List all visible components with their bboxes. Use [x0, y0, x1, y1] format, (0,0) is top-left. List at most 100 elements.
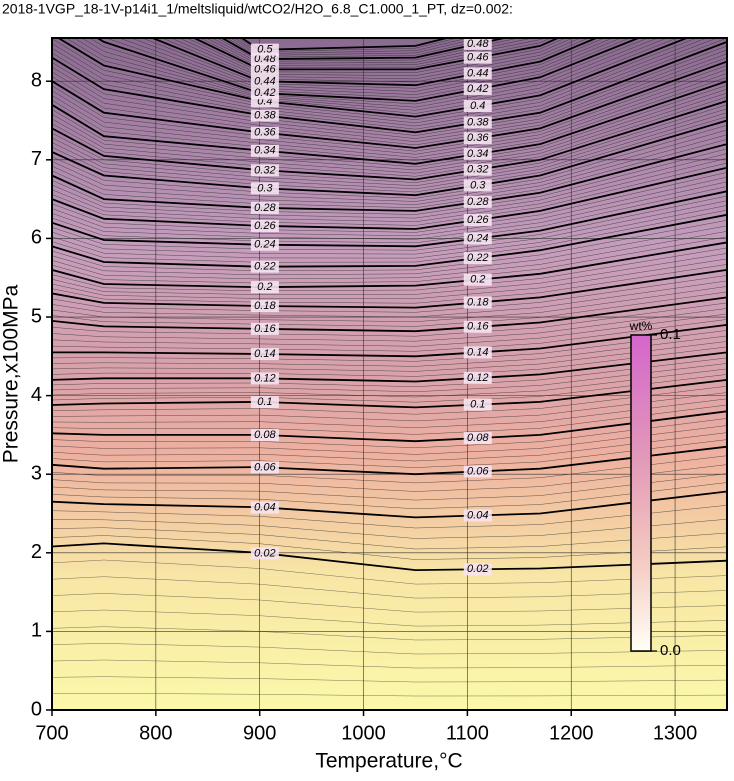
colorbar-tick-label: 0.0 — [660, 642, 681, 659]
contour-label-bg — [463, 273, 492, 286]
contour-label-bg — [250, 372, 279, 385]
contour-label-bg — [250, 75, 279, 88]
minor-contour — [52, 576, 727, 599]
contour-line — [52, 190, 727, 248]
plot-frame — [51, 37, 728, 711]
x-tick-label: 1000 — [341, 722, 386, 744]
minor-contour — [52, 335, 727, 367]
y-tick-label: 6 — [31, 227, 42, 249]
contour-line — [52, 296, 727, 333]
minor-contour — [130, 38, 614, 92]
contour-label-bg — [250, 109, 279, 122]
contour-label: 0.1 — [470, 399, 485, 411]
contour-label-bg — [250, 461, 279, 474]
minor-contour — [199, 38, 552, 68]
minor-contour — [81, 38, 659, 108]
minor-contour — [52, 96, 727, 177]
minor-contour — [52, 693, 727, 697]
contour-label-bg — [463, 432, 492, 445]
minor-contour — [52, 643, 727, 655]
minor-contour — [52, 116, 727, 193]
minor-contour — [52, 253, 727, 295]
contour-line — [52, 60, 727, 149]
contour-label: 0.46 — [254, 63, 276, 75]
contour-label-bg — [250, 53, 279, 66]
minor-contour — [52, 181, 727, 240]
minor-contour — [52, 346, 727, 377]
minor-contour — [52, 200, 727, 255]
contour-label: 0.48 — [467, 38, 489, 50]
contour-label: 0.08 — [254, 429, 276, 441]
contour-line — [240, 38, 451, 51]
minor-contour — [52, 84, 727, 168]
minor-contour — [52, 308, 727, 342]
minor-contour — [52, 112, 727, 190]
contour-label: 0.3 — [470, 179, 486, 191]
minor-contour — [52, 108, 727, 187]
contour-label-bg — [463, 195, 492, 208]
contour-line — [52, 166, 727, 230]
y-axis-label: Pressure,x100MPa — [0, 284, 23, 463]
minor-contour — [52, 341, 727, 372]
minor-contour — [52, 73, 727, 158]
minor-contour — [52, 247, 727, 292]
contour-label: 0.2 — [257, 281, 272, 293]
contour-line — [52, 324, 727, 358]
minor-contour — [52, 38, 698, 120]
contour-label-bg — [464, 24, 492, 36]
minor-contour — [234, 38, 470, 54]
contour-line — [52, 542, 727, 572]
minor-contour — [52, 264, 727, 304]
minor-contour — [52, 319, 727, 352]
contour-label: 0.04 — [467, 509, 488, 521]
colorbar-label: wt% — [629, 319, 653, 333]
contour-line — [52, 100, 727, 181]
contour-label-bg — [250, 322, 279, 335]
contour-label: 0.42 — [467, 83, 488, 95]
minor-contour — [237, 38, 459, 52]
contour-label-bg — [463, 346, 492, 359]
minor-contour — [65, 38, 678, 114]
contour-label-bg — [463, 252, 492, 265]
minor-contour — [52, 609, 727, 627]
minor-contour — [52, 374, 727, 403]
contour-label: 0.02 — [467, 563, 488, 575]
contour-label-bg — [250, 164, 279, 177]
x-tick-label: 1300 — [653, 722, 698, 744]
minor-contour — [52, 518, 727, 539]
contour-label: 0.5 — [257, 44, 273, 56]
minor-contour — [52, 392, 727, 422]
contour-label-bg — [463, 179, 492, 192]
minor-contour — [52, 172, 727, 233]
minor-contour — [52, 535, 727, 560]
contour-label: 0.26 — [254, 220, 276, 232]
contour-label-bg — [463, 163, 492, 176]
minor-contour — [52, 291, 727, 327]
y-tick-label: 2 — [31, 541, 42, 563]
minor-contour — [52, 231, 727, 280]
contour-label: 0.08 — [467, 432, 489, 444]
contour-label: 0.02 — [254, 547, 275, 559]
minor-contour — [52, 425, 727, 455]
minor-contour — [52, 368, 727, 398]
y-tick-label: 3 — [31, 462, 42, 484]
contour-line — [150, 38, 599, 87]
minor-contour — [52, 398, 727, 428]
x-tick-label: 900 — [243, 722, 276, 744]
minor-contour — [52, 69, 727, 155]
contour-label-bg — [250, 63, 279, 76]
contour-label: 0.06 — [254, 461, 276, 473]
minor-contour — [52, 593, 727, 613]
minor-contour — [52, 385, 727, 415]
minor-contour — [52, 153, 727, 219]
contour-label: 0.12 — [254, 372, 275, 384]
minor-contour — [205, 38, 545, 66]
minor-contour — [52, 404, 727, 435]
contour-line — [220, 38, 509, 61]
contour-line — [52, 143, 727, 212]
contour-label: 0.2 — [470, 274, 485, 286]
contour-label-bg — [250, 201, 279, 214]
contour-label-bg — [463, 147, 492, 160]
contour-label: 0.22 — [254, 261, 275, 273]
